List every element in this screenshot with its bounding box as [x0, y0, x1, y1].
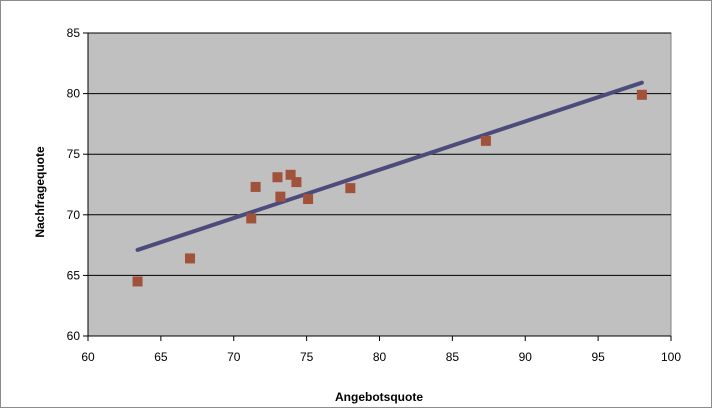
- trendline: [135, 80, 644, 252]
- data-point: [246, 213, 257, 224]
- y-tick-label: 60: [67, 329, 81, 343]
- y-axis-title: Nachfragequote: [33, 146, 47, 238]
- x-tick-label: 95: [591, 350, 605, 364]
- data-point: [291, 177, 302, 188]
- x-tick-label: 75: [300, 350, 314, 364]
- data-point: [272, 172, 283, 183]
- y-tick-label: 70: [67, 208, 81, 222]
- data-point: [345, 183, 356, 194]
- x-tick-label: 65: [154, 350, 168, 364]
- data-points: [132, 89, 647, 287]
- data-point: [132, 276, 143, 287]
- data-point: [303, 194, 314, 205]
- data-point: [285, 169, 296, 180]
- grid-lines: [88, 32, 671, 276]
- y-tick-label: 75: [67, 147, 81, 161]
- y-tick-label: 65: [67, 268, 81, 282]
- trendline-layer: [135, 80, 644, 252]
- data-point: [250, 181, 261, 192]
- y-axis: 60 65 70 75 80 85: [67, 26, 89, 343]
- data-point: [185, 253, 196, 264]
- y-tick-label: 80: [67, 87, 81, 101]
- data-point: [275, 191, 286, 202]
- x-tick-label: 100: [661, 350, 681, 364]
- data-point: [480, 135, 491, 146]
- x-axis: 60 65 70 75 80 85 90 95 100: [81, 335, 681, 364]
- x-tick-label: 60: [81, 350, 95, 364]
- x-tick-label: 90: [519, 350, 533, 364]
- x-tick-label: 80: [373, 350, 387, 364]
- x-tick-label: 70: [227, 350, 241, 364]
- data-point: [636, 89, 647, 100]
- y-tick-label: 85: [67, 26, 81, 40]
- x-tick-label: 85: [446, 350, 460, 364]
- x-axis-title: Angebotsquote: [335, 390, 423, 404]
- plot-area: [87, 32, 672, 337]
